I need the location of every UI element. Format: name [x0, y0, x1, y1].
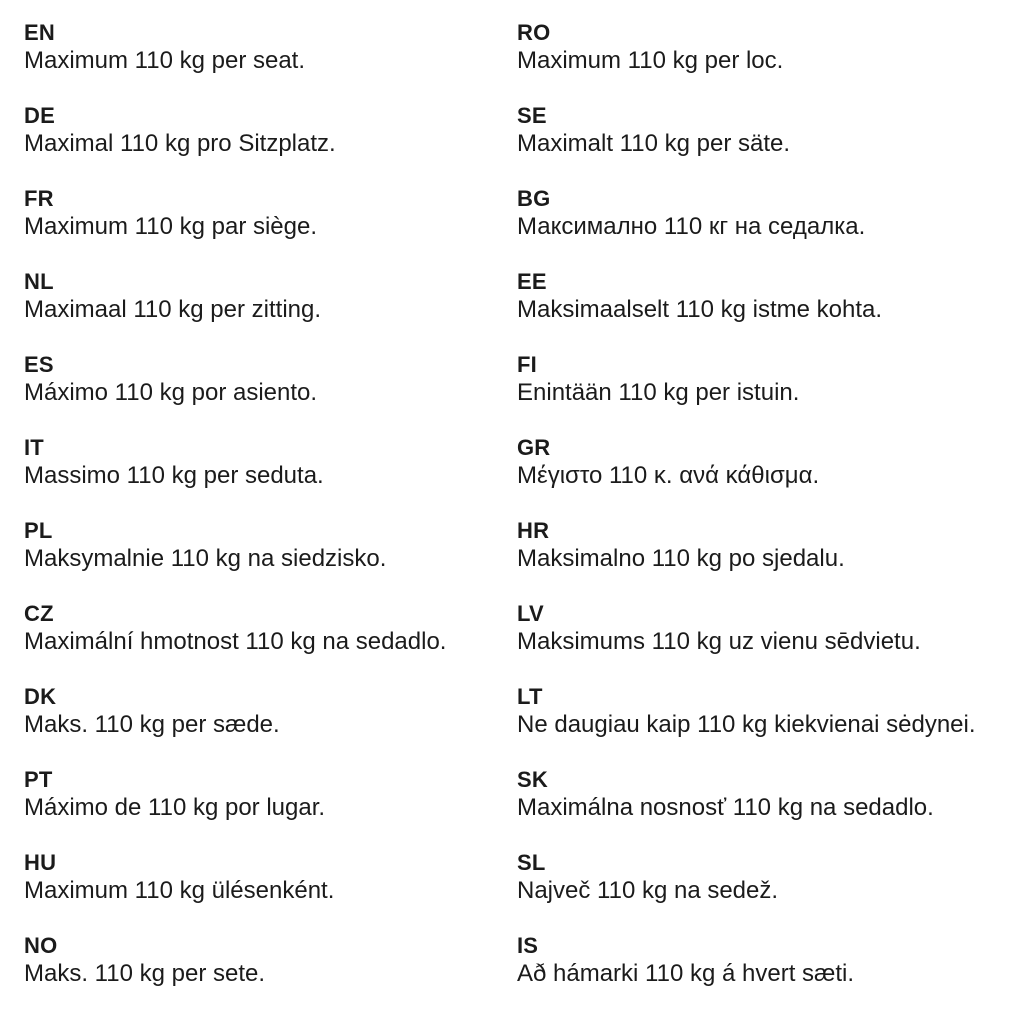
lang-text: Ne daugiau kaip 110 kg kiekvienai sėdyne… [517, 711, 976, 738]
lang-code-label: BG [517, 186, 551, 211]
left-column: EN Maximum 110 kg per seat. DE Maximal 1… [24, 20, 517, 1016]
lang-block: SE Maximalt 110 kg per säte. [517, 103, 1014, 158]
lang-block: HR Maksimalno 110 kg po sjedalu. [517, 518, 1014, 573]
lang-block: NO Maks. 110 kg per sete. [24, 933, 517, 988]
lang-block: BG Максимално 110 кг на седалка. [517, 186, 1014, 241]
lang-block: EN Maximum 110 kg per seat. [24, 20, 517, 75]
lang-text: Maximum 110 kg par siège. [24, 213, 318, 240]
lang-code-label: NO [24, 933, 58, 958]
lang-code-label: HR [517, 518, 550, 543]
lang-block: PT Máximo de 110 kg por lugar. [24, 767, 517, 822]
lang-text: Največ 110 kg na sedež. [517, 877, 779, 904]
lang-block: SK Maximálna nosnosť 110 kg na sedadlo. [517, 767, 1014, 822]
lang-text: Massimo 110 kg per seduta. [24, 462, 324, 489]
lang-code-label: GR [517, 435, 551, 460]
lang-text: Maksymalnie 110 kg na siedzisko. [24, 545, 387, 572]
right-column: RO Maximum 110 kg per loc. SE Maximalt 1… [517, 20, 1014, 1016]
lang-text: Максимално 110 кг на седалка. [517, 213, 866, 240]
lang-text: Maksimalno 110 kg po sjedalu. [517, 545, 845, 572]
lang-code-label: IS [517, 933, 539, 958]
lang-text: Maximálna nosnosť 110 kg na sedadlo. [517, 794, 934, 821]
lang-block: DE Maximal 110 kg pro Sitzplatz. [24, 103, 517, 158]
lang-text: Máximo 110 kg por asiento. [24, 379, 318, 406]
lang-code-label: NL [24, 269, 54, 294]
lang-code-label: DE [24, 103, 55, 128]
lang-code-label: CZ [24, 601, 54, 626]
lang-block: HU Maximum 110 kg ülésenként. [24, 850, 517, 905]
lang-code-label: IT [24, 435, 44, 460]
lang-code-label: SK [517, 767, 548, 792]
lang-text: Maximální hmotnost 110 kg na sedadlo. [24, 628, 447, 655]
lang-text: Maximalt 110 kg per säte. [517, 130, 791, 157]
lang-text: Maximum 110 kg ülésenként. [24, 877, 335, 904]
lang-text: Maks. 110 kg per sæde. [24, 711, 280, 738]
lang-code-label: PT [24, 767, 53, 792]
lang-text: Μέγιστο 110 κ. ανά κάθισμα. [517, 462, 820, 489]
lang-block: PL Maksymalnie 110 kg na siedzisko. [24, 518, 517, 573]
lang-text: Maximaal 110 kg per zitting. [24, 296, 322, 323]
lang-block: NL Maximaal 110 kg per zitting. [24, 269, 517, 324]
lang-text: Að hámarki 110 kg á hvert sæti. [517, 960, 855, 987]
lang-text: Maks. 110 kg per sete. [24, 960, 266, 987]
lang-code-label: HU [24, 850, 57, 875]
lang-code-label: ES [24, 352, 54, 377]
lang-block: GR Μέγιστο 110 κ. ανά κάθισμα. [517, 435, 1014, 490]
lang-code-label: SL [517, 850, 546, 875]
lang-block: CZ Maximální hmotnost 110 kg na sedadlo. [24, 601, 517, 656]
lang-text: Máximo de 110 kg por lugar. [24, 794, 326, 821]
lang-text: Maximal 110 kg pro Sitzplatz. [24, 130, 336, 157]
lang-block: IT Massimo 110 kg per seduta. [24, 435, 517, 490]
lang-block: FI Enintään 110 kg per istuin. [517, 352, 1014, 407]
lang-code-label: EN [24, 20, 55, 45]
lang-block: IS Að hámarki 110 kg á hvert sæti. [517, 933, 1014, 988]
lang-text: Maksimums 110 kg uz vienu sēdvietu. [517, 628, 921, 655]
lang-code-label: FI [517, 352, 537, 377]
lang-block: LT Ne daugiau kaip 110 kg kiekvienai sėd… [517, 684, 1014, 739]
lang-text: Maximum 110 kg per loc. [517, 47, 784, 74]
lang-code-label: LT [517, 684, 543, 709]
lang-code-label: DK [24, 684, 57, 709]
lang-code-label: SE [517, 103, 547, 128]
lang-block: SL Največ 110 kg na sedež. [517, 850, 1014, 905]
lang-text: Enintään 110 kg per istuin. [517, 379, 800, 406]
lang-text: Maksimaalselt 110 kg istme kohta. [517, 296, 883, 323]
lang-code-label: RO [517, 20, 551, 45]
lang-text: Maximum 110 kg per seat. [24, 47, 306, 74]
lang-code-label: FR [24, 186, 54, 211]
lang-code-label: PL [24, 518, 53, 543]
lang-block: DK Maks. 110 kg per sæde. [24, 684, 517, 739]
lang-block: LV Maksimums 110 kg uz vienu sēdvietu. [517, 601, 1014, 656]
lang-code-label: EE [517, 269, 547, 294]
lang-block: RO Maximum 110 kg per loc. [517, 20, 1014, 75]
lang-block: EE Maksimaalselt 110 kg istme kohta. [517, 269, 1014, 324]
lang-block: ES Máximo 110 kg por asiento. [24, 352, 517, 407]
lang-block: FR Maximum 110 kg par siège. [24, 186, 517, 241]
lang-code-label: LV [517, 601, 544, 626]
